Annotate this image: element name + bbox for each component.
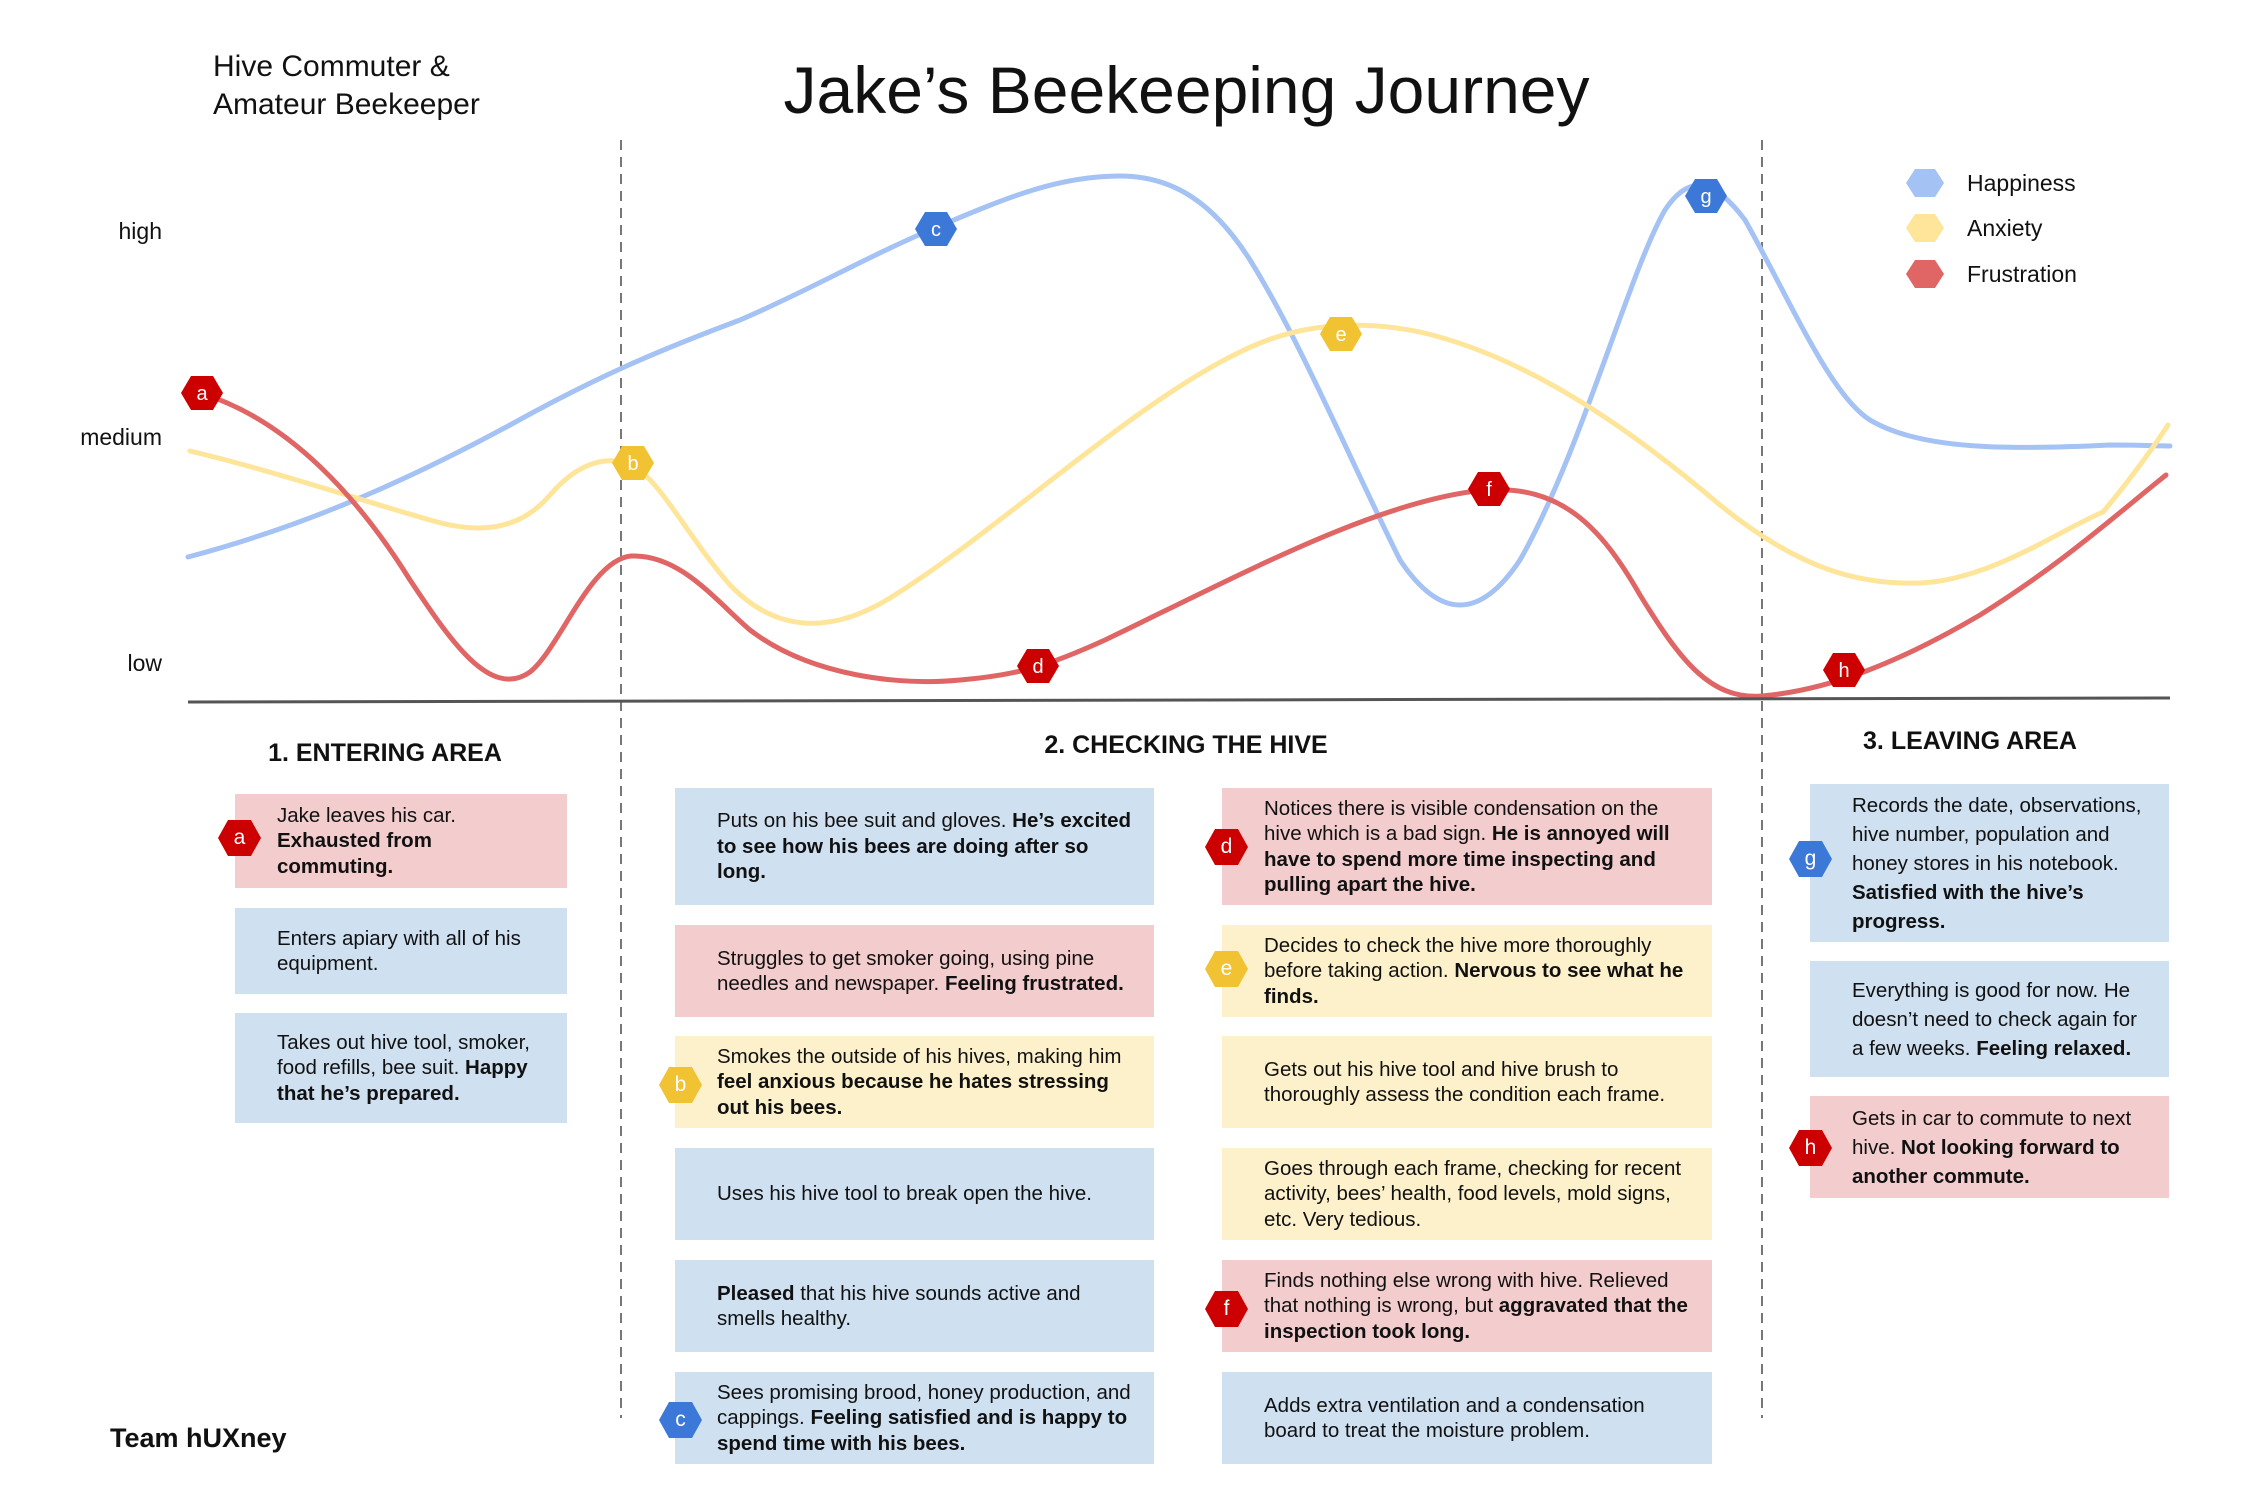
- x-axis: [187, 696, 2171, 704]
- card-text: Gets out his hive tool and hive brush to…: [1264, 1057, 1666, 1107]
- card-badge-a: a: [218, 820, 261, 856]
- card-text: Records the date, observations, hive num…: [1852, 793, 2142, 933]
- marker-hex: [1685, 179, 1727, 213]
- marker-e: e: [1320, 317, 1362, 351]
- persona-line-2: Amateur Beekeeper: [213, 88, 480, 121]
- card-text: Everything is good for now. He doesn’t n…: [1852, 978, 2137, 1060]
- card-checking-left-2: Struggles to get smoker going, using pin…: [675, 925, 1154, 1017]
- card-text: Pleased that his hive sounds active and …: [717, 1281, 1081, 1331]
- marker-hex: [1468, 472, 1510, 506]
- marker-hex: [1017, 649, 1059, 683]
- card-badge-b: b: [659, 1067, 702, 1103]
- happiness-line: [185, 173, 2173, 608]
- persona-line-1: Hive Commuter &: [213, 50, 450, 83]
- y-label-low: low: [127, 650, 162, 676]
- card-text: Goes through each frame, checking for re…: [1264, 1156, 1682, 1231]
- card-text: Takes out hive tool, smoker, food refill…: [277, 1030, 530, 1105]
- card-checking-left-6: Sees promising brood, honey production, …: [675, 1372, 1154, 1464]
- card-checking-right-1: Notices there is visible condensation on…: [1222, 788, 1712, 905]
- card-text: Enters apiary with all of his equipment.: [277, 926, 521, 976]
- card-text: Uses his hive tool to break open the hiv…: [717, 1182, 1092, 1206]
- marker-d: d: [1017, 649, 1059, 683]
- card-text: Decides to check the hive more thoroughl…: [1264, 933, 1684, 1008]
- card-leaving-1: Records the date, observations, hive num…: [1810, 784, 2169, 942]
- marker-letter: c: [931, 219, 941, 241]
- card-badge-d: d: [1205, 829, 1248, 865]
- legend-label: Anxiety: [1967, 214, 2043, 241]
- card-entering-1: Jake leaves his car. Exhausted from comm…: [235, 794, 567, 888]
- card-checking-right-4: Goes through each frame, checking for re…: [1222, 1148, 1712, 1240]
- anxiety-line: [187, 322, 2171, 626]
- frustration-line: [197, 390, 2169, 699]
- card-checking-right-3: Gets out his hive tool and hive brush to…: [1222, 1036, 1712, 1128]
- marker-g: g: [1685, 179, 1727, 213]
- marker-hex: [612, 446, 654, 480]
- marker-hex: [1823, 653, 1865, 687]
- card-checking-right-2: Decides to check the hive more thoroughl…: [1222, 925, 1712, 1017]
- section-title-entering: 1. ENTERING AREA: [268, 739, 502, 767]
- line-markers: a b c d e f g h: [181, 179, 1865, 687]
- marker-h: h: [1823, 653, 1865, 687]
- card-text: Smokes the outside of his hives, making …: [717, 1044, 1122, 1119]
- card-entering-3: Takes out hive tool, smoker, food refill…: [235, 1013, 567, 1123]
- marker-hex: [915, 212, 957, 246]
- marker-b: b: [612, 446, 654, 480]
- card-text: Struggles to get smoker going, using pin…: [717, 946, 1124, 996]
- card-leaving-3: Gets in car to commute to next hive. Not…: [1810, 1096, 2169, 1198]
- marker-hex: [1320, 317, 1362, 351]
- marker-letter: d: [1032, 656, 1043, 678]
- hexagon-icon: [1906, 260, 1944, 288]
- marker-letter: h: [1838, 660, 1849, 682]
- team-name: Team hUXney: [110, 1423, 287, 1453]
- card-checking-left-4: Uses his hive tool to break open the hiv…: [675, 1148, 1154, 1240]
- marker-hex: [181, 376, 223, 410]
- card-text: Jake leaves his car. Exhausted from comm…: [277, 803, 456, 878]
- card-badge-g: g: [1789, 841, 1832, 877]
- card-checking-right-5: Finds nothing else wrong with hive. Reli…: [1222, 1260, 1712, 1352]
- card-badge-h: h: [1789, 1130, 1832, 1166]
- legend-anxiety: Anxiety: [1905, 213, 2042, 243]
- legend-label: Frustration: [1967, 260, 2077, 287]
- marker-letter: g: [1700, 186, 1711, 208]
- card-text: Sees promising brood, honey production, …: [717, 1380, 1131, 1455]
- marker-letter: b: [627, 453, 638, 475]
- section-title-leaving: 3. LEAVING AREA: [1863, 727, 2077, 755]
- card-text: Notices there is visible condensation on…: [1264, 796, 1670, 897]
- card-entering-2: Enters apiary with all of his equipment.: [235, 908, 567, 994]
- legend-happiness: Happiness: [1905, 168, 2076, 198]
- legend-label: Happiness: [1967, 169, 2076, 196]
- marker-letter: a: [196, 383, 208, 405]
- card-leaving-2: Everything is good for now. He doesn’t n…: [1810, 961, 2169, 1077]
- card-text: Finds nothing else wrong with hive. Reli…: [1264, 1268, 1688, 1343]
- card-checking-left-1: Puts on his bee suit and gloves. He’s ex…: [675, 788, 1154, 905]
- card-text: Gets in car to commute to next hive. Not…: [1852, 1106, 2132, 1188]
- card-badge-c: c: [659, 1402, 702, 1438]
- card-checking-left-3: Smokes the outside of his hives, making …: [675, 1036, 1154, 1128]
- marker-f: f: [1468, 472, 1510, 506]
- section-title-checking: 2. CHECKING THE HIVE: [1044, 731, 1328, 759]
- card-checking-right-6: Adds extra ventilation and a condensatio…: [1222, 1372, 1712, 1464]
- hexagon-icon: [1906, 214, 1944, 242]
- marker-letter: e: [1335, 324, 1346, 346]
- y-label-medium: medium: [80, 424, 162, 450]
- marker-letter: f: [1486, 479, 1492, 501]
- legend-frustration: Frustration: [1905, 259, 2077, 289]
- marker-a: a: [181, 376, 223, 410]
- card-badge-f: f: [1205, 1291, 1248, 1327]
- card-checking-left-5: Pleased that his hive sounds active and …: [675, 1260, 1154, 1352]
- page-title: Jake’s Beekeeping Journey: [783, 53, 1590, 127]
- card-badge-e: e: [1205, 951, 1248, 987]
- card-text: Puts on his bee suit and gloves. He’s ex…: [717, 809, 1132, 884]
- y-label-high: high: [118, 218, 162, 244]
- persona-label: Hive Commuter & Amateur Beekeeper: [213, 48, 480, 124]
- marker-c: c: [915, 212, 957, 246]
- hexagon-icon: [1906, 169, 1944, 197]
- card-text: Adds extra ventilation and a condensatio…: [1264, 1393, 1645, 1443]
